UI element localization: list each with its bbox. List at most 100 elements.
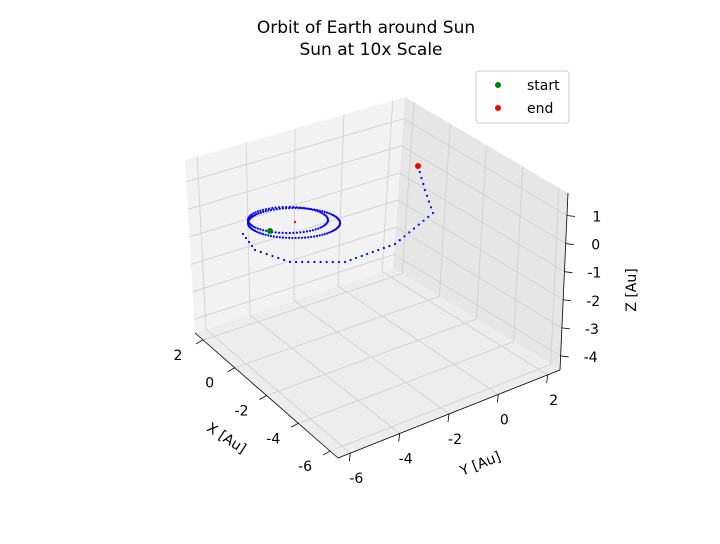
orbit-point xyxy=(257,231,260,234)
orbit-point xyxy=(267,207,271,210)
y-tick xyxy=(447,413,450,423)
orbit-point xyxy=(313,260,316,264)
orbit-point xyxy=(305,207,309,210)
orbit-point xyxy=(288,236,291,239)
x-tick xyxy=(291,422,299,428)
orbit-point xyxy=(281,206,284,209)
orbit-point xyxy=(328,212,331,215)
orbit-point xyxy=(281,231,284,234)
y-tick-label: -2 xyxy=(448,432,462,448)
orbit-point xyxy=(420,176,423,180)
orbit-point xyxy=(297,236,300,239)
orbit-point xyxy=(377,248,380,252)
orbit-point xyxy=(264,233,267,236)
grid-line-z-left xyxy=(192,226,396,293)
orbit-point xyxy=(253,214,257,217)
orbit-point xyxy=(294,236,297,240)
orbit-point xyxy=(412,227,416,230)
orbit-point xyxy=(259,211,262,214)
legend-start-marker xyxy=(495,82,501,88)
orbit-point xyxy=(304,236,307,239)
orbit-point xyxy=(269,234,273,238)
orbit-point xyxy=(241,232,245,236)
orbit-point xyxy=(319,260,322,264)
orbit-point xyxy=(267,234,270,237)
chart-title-line-1: Orbit of Earth around Sun xyxy=(257,18,475,38)
orbit-point xyxy=(427,215,430,218)
grid-line-z-left xyxy=(190,199,398,265)
orbit-point xyxy=(314,228,317,231)
orbit-point xyxy=(331,229,335,232)
orbit-point xyxy=(264,208,268,211)
orbit-point xyxy=(271,206,274,210)
orbit-point xyxy=(250,213,254,216)
orbit-point xyxy=(295,260,298,264)
z-tick-label: -4 xyxy=(584,350,598,366)
orbit-point xyxy=(321,233,324,236)
orbit-point xyxy=(252,212,255,215)
orbit-point xyxy=(308,229,312,232)
orbit-point xyxy=(259,228,262,231)
legend-start-label: start xyxy=(527,78,560,94)
grid-line-x-wall xyxy=(245,142,251,315)
grid-line-x-wall xyxy=(293,128,296,301)
orbit-point xyxy=(271,254,274,258)
start-point xyxy=(267,228,273,234)
orbit-point xyxy=(272,235,275,238)
orbit-point xyxy=(423,188,427,192)
orbit-point xyxy=(326,211,329,214)
grid-line-y-wall xyxy=(476,144,487,320)
grid-line-z-right xyxy=(393,254,561,357)
orbit-path xyxy=(241,170,435,264)
z-tick-label: 1 xyxy=(593,209,602,225)
orbit-point xyxy=(262,208,265,211)
y-axis-label: Y [Au] xyxy=(457,449,503,480)
orbit-point xyxy=(264,210,267,213)
grid-line-x-wall xyxy=(381,100,394,272)
orbit-point xyxy=(300,236,304,239)
z-tick xyxy=(561,327,570,330)
orbit-point xyxy=(278,231,281,234)
orbit-point xyxy=(267,209,270,212)
z-tick-label: -2 xyxy=(586,294,600,310)
grid-line-y-wall xyxy=(438,123,451,297)
orbit-point xyxy=(253,248,257,252)
orbit-point xyxy=(360,254,363,258)
orbit-point xyxy=(302,230,305,234)
x-tick xyxy=(227,367,235,373)
orbit-point xyxy=(388,244,391,248)
orbit-point xyxy=(417,223,420,226)
orbit-point xyxy=(314,209,317,212)
orbit-point xyxy=(343,260,347,264)
grid-line-z-right xyxy=(395,226,563,329)
orbit-point xyxy=(317,227,320,230)
orbit-point xyxy=(337,260,340,264)
z-tick-label: 0 xyxy=(591,238,600,254)
orbit-point xyxy=(254,211,257,214)
legend-end-marker xyxy=(495,105,501,111)
orbit-point xyxy=(427,200,431,203)
orbit-point xyxy=(259,209,262,212)
y-tick xyxy=(496,394,499,403)
orbit-point xyxy=(281,236,284,239)
orbit-point xyxy=(321,225,324,228)
orbit-point xyxy=(255,230,258,233)
orbit-point xyxy=(278,206,281,209)
orbit-point xyxy=(382,246,385,250)
orbit-point xyxy=(277,256,280,260)
x-tick-label: -2 xyxy=(235,404,249,420)
orbit-point xyxy=(431,211,435,215)
orbit-point xyxy=(321,212,324,215)
chart-title-line-2: Sun at 10x Scale xyxy=(299,40,442,60)
orbit-point xyxy=(299,206,302,209)
orbit-point xyxy=(275,235,278,238)
legend: start end xyxy=(475,70,570,124)
orbit-point xyxy=(285,231,288,235)
x-tick xyxy=(322,450,331,456)
x-tick-label: -6 xyxy=(298,459,312,475)
grid-line-y-floor xyxy=(329,363,551,452)
grid-line-y-floor xyxy=(266,318,477,396)
x-tick xyxy=(195,339,204,345)
x-axis-label: X [Au] xyxy=(204,420,249,457)
orbit-point xyxy=(331,214,335,217)
